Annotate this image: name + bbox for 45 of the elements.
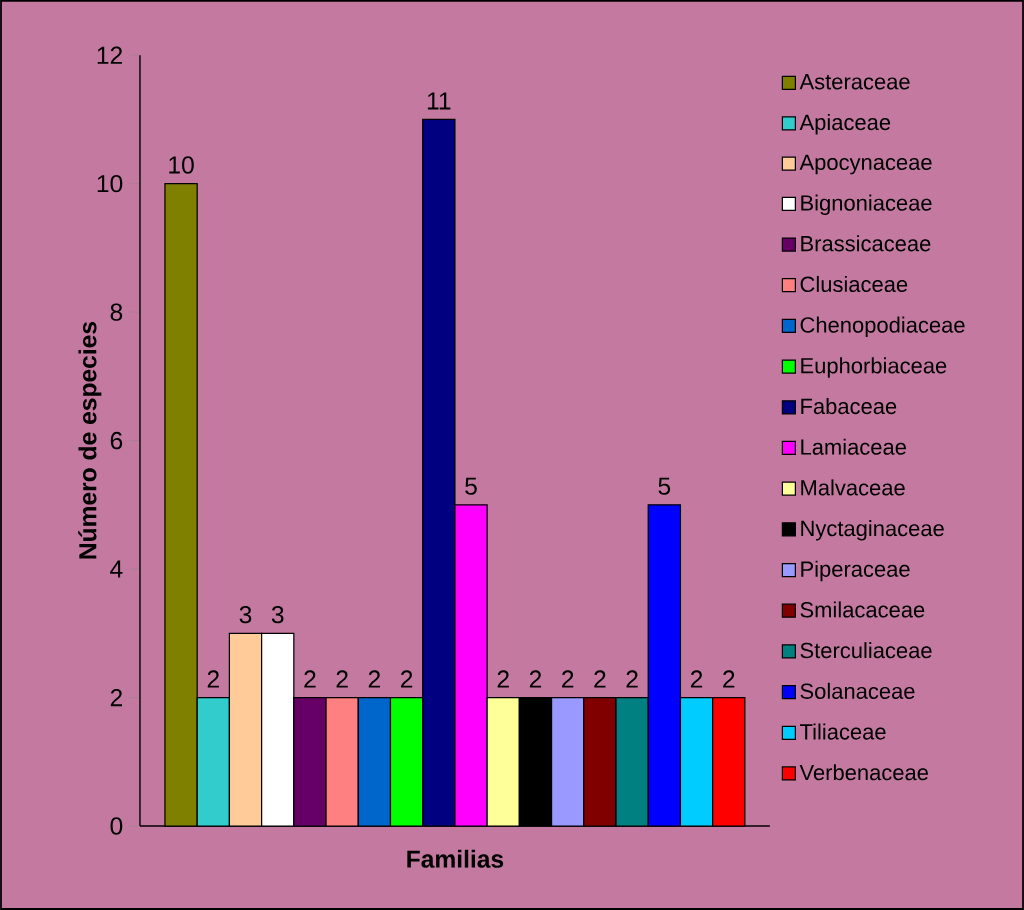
y-tick-label: 12: [97, 46, 122, 64]
legend-label: Smilacaceae: [800, 601, 925, 618]
legend-label: Euphorbiaceae: [801, 357, 947, 378]
data-label: 2: [497, 670, 509, 688]
y-tick-label: 4: [110, 560, 123, 578]
legend-label: Chenopodiaceae: [800, 316, 965, 338]
legend-label: Apocynaceae: [799, 154, 932, 175]
data-label: 3: [271, 605, 284, 624]
legend-label: Fabaceae: [801, 397, 897, 415]
x-axis-title: Familias: [407, 849, 504, 868]
legend-label: Brassicaceae: [801, 235, 931, 252]
data-label: 2: [207, 670, 219, 688]
data-label: 2: [690, 670, 703, 688]
legend-label: Verbenaceae: [799, 764, 928, 781]
data-label: 2: [400, 670, 413, 688]
data-label: 2: [304, 670, 316, 688]
data-label: 2: [529, 670, 542, 688]
data-label: 2: [626, 670, 638, 688]
legend-label: Clusiaceae: [800, 275, 908, 293]
legend-label: Nyctaginaceae: [801, 520, 944, 541]
legend-label: Tiliaceae: [800, 723, 886, 740]
y-tick-label: 6: [110, 431, 123, 450]
legend-label: Lamiaceae: [801, 438, 906, 455]
y-tick-label: 8: [110, 303, 123, 321]
data-label: 5: [465, 477, 477, 495]
legend-label: Asteraceae: [799, 74, 910, 90]
legend-label: Sterculiaceae: [800, 642, 932, 659]
data-label: 2: [594, 670, 606, 688]
legend-label: Apiaceae: [799, 113, 891, 135]
data-label: 10: [169, 156, 194, 174]
data-label: 11: [427, 92, 451, 110]
data-label: 2: [368, 670, 380, 688]
data-label: 2: [336, 670, 348, 688]
y-tick-label: 2: [110, 688, 122, 707]
data-label: 2: [723, 670, 735, 688]
data-label: 2: [562, 670, 574, 688]
legend-label: Malvaceae: [801, 479, 905, 496]
y-tick-label: 0: [110, 817, 123, 835]
legend-label: Bignoniaceae: [801, 194, 932, 216]
y-axis-title: Número de especies: [78, 322, 102, 559]
legend-label: Piperaceae: [801, 560, 910, 582]
legend-label: Solanaceae: [800, 682, 915, 699]
data-label: 3: [239, 605, 252, 624]
y-tick-label: 10: [97, 174, 123, 193]
data-label: 5: [658, 477, 671, 495]
